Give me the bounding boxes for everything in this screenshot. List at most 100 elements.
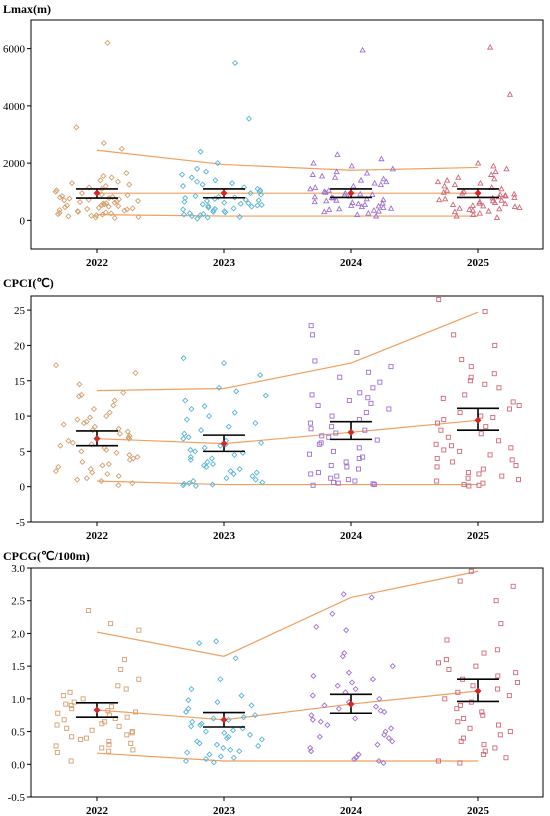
data-point-cpcg-3-37 bbox=[480, 751, 486, 757]
data-point-cpcg-3-15 bbox=[514, 680, 520, 685]
y-tick-label-cpcg-0: -0.5 bbox=[8, 792, 26, 804]
data-point-cpci-2-46 bbox=[370, 481, 376, 487]
data-point-lmax-0-17 bbox=[98, 191, 105, 198]
data-point-cpcg-2-22 bbox=[381, 708, 388, 715]
data-point-cpci-2-1 bbox=[310, 332, 316, 338]
data-point-cpci-0-49 bbox=[115, 482, 122, 489]
data-point-lmax-1-3 bbox=[214, 160, 221, 167]
data-point-cpcg-3-17 bbox=[495, 686, 501, 692]
data-point-cpcg-1-31 bbox=[220, 744, 227, 751]
data-point-lmax-3-34 bbox=[501, 200, 509, 207]
data-point-cpci-3-13 bbox=[510, 399, 516, 405]
data-point-cpci-2-32 bbox=[360, 454, 366, 460]
data-point-cpcg-2-18 bbox=[321, 702, 328, 709]
data-point-lmax-1-28 bbox=[221, 199, 228, 206]
data-point-lmax-2-19 bbox=[325, 186, 333, 193]
data-point-lmax-3-28 bbox=[436, 196, 443, 203]
y-tick-label-lmax-3: 6000 bbox=[3, 44, 26, 56]
data-point-lmax-1-48 bbox=[188, 213, 195, 220]
data-point-lmax-3-0 bbox=[486, 43, 494, 50]
data-point-lmax-1-2 bbox=[197, 148, 204, 155]
data-point-cpcg-2-27 bbox=[324, 721, 331, 729]
data-point-lmax-2-50 bbox=[354, 211, 361, 218]
data-point-lmax-2-45 bbox=[326, 206, 333, 212]
data-point-cpcg-1-23 bbox=[246, 731, 254, 738]
data-point-cpci-2-17 bbox=[329, 413, 335, 419]
data-point-cpci-3-28 bbox=[508, 445, 514, 451]
data-point-cpci-1-37 bbox=[230, 470, 237, 478]
data-point-cpci-1-30 bbox=[204, 458, 211, 466]
data-point-cpci-3-40 bbox=[499, 473, 505, 479]
data-point-cpcg-1-13 bbox=[210, 715, 217, 722]
data-point-lmax-1-19 bbox=[192, 193, 199, 200]
data-point-lmax-1-50 bbox=[204, 214, 211, 221]
data-point-cpci-3-14 bbox=[516, 402, 522, 408]
data-point-cpcg-0-41 bbox=[106, 748, 112, 754]
data-point-cpcg-0-7 bbox=[123, 686, 129, 692]
data-point-lmax-1-35 bbox=[248, 203, 255, 210]
data-point-cpcg-0-20 bbox=[124, 714, 130, 720]
data-point-cpci-0-9 bbox=[106, 409, 113, 416]
data-point-lmax-2-14 bbox=[371, 179, 378, 186]
data-point-lmax-1-30 bbox=[237, 200, 244, 207]
data-point-cpci-0-44 bbox=[115, 473, 122, 480]
data-point-lmax-0-15 bbox=[52, 188, 59, 195]
data-point-cpcg-2-21 bbox=[377, 707, 384, 714]
data-point-lmax-3-36 bbox=[469, 202, 477, 208]
x-tick-label-cpci-2: 2024 bbox=[340, 530, 363, 542]
data-point-cpci-0-35 bbox=[126, 456, 133, 463]
data-point-cpci-1-11 bbox=[183, 416, 190, 423]
mean-marker-cpcg-1 bbox=[220, 716, 228, 724]
data-point-cpci-2-23 bbox=[333, 430, 339, 436]
data-point-cpcg-0-3 bbox=[122, 657, 128, 663]
mean-marker-lmax-1 bbox=[220, 189, 228, 197]
data-point-lmax-1-11 bbox=[199, 181, 206, 188]
data-point-cpcg-2-20 bbox=[335, 705, 342, 712]
y-tick-label-cpcg-3: 1.0 bbox=[11, 694, 25, 706]
data-point-cpci-0-19 bbox=[124, 428, 131, 435]
data-point-cpci-2-48 bbox=[310, 482, 316, 488]
data-point-cpcg-0-2 bbox=[136, 627, 142, 633]
data-point-cpcg-2-40 bbox=[375, 757, 382, 765]
data-point-cpci-3-35 bbox=[513, 463, 519, 468]
data-point-lmax-2-40 bbox=[375, 202, 382, 209]
mean-marker-cpci-3 bbox=[474, 416, 482, 424]
data-point-lmax-3-16 bbox=[443, 186, 451, 193]
data-point-lmax-3-33 bbox=[476, 199, 483, 206]
data-point-lmax-1-31 bbox=[199, 201, 206, 208]
data-point-lmax-0-39 bbox=[95, 204, 102, 211]
data-point-cpci-2-37 bbox=[356, 466, 361, 472]
data-point-cpcg-3-19 bbox=[506, 693, 512, 699]
data-point-cpcg-0-0 bbox=[86, 608, 92, 614]
data-point-cpci-0-37 bbox=[105, 461, 112, 468]
data-point-lmax-3-11 bbox=[477, 179, 484, 186]
mean-marker-lmax-0 bbox=[93, 189, 101, 197]
data-point-cpcg-1-10 bbox=[183, 708, 190, 715]
x-axis-lmax: 2022 2023 2024 2025 bbox=[86, 249, 490, 269]
data-point-cpci-2-43 bbox=[352, 478, 358, 484]
data-point-cpci-3-44 bbox=[480, 480, 486, 486]
trend-line-lmax-lower bbox=[96, 214, 478, 217]
data-point-cpci-0-14 bbox=[80, 420, 88, 427]
data-point-lmax-3-27 bbox=[442, 195, 449, 202]
data-point-cpcg-1-40 bbox=[210, 759, 217, 766]
data-point-cpci-2-40 bbox=[334, 473, 340, 479]
data-point-lmax-0-51 bbox=[99, 211, 106, 218]
data-point-cpci-0-24 bbox=[65, 437, 72, 444]
data-point-cpci-1-43 bbox=[186, 480, 193, 487]
data-point-cpci-2-4 bbox=[388, 364, 394, 370]
data-point-cpci-0-45 bbox=[83, 475, 90, 482]
data-point-cpci-1-27 bbox=[187, 453, 194, 461]
data-point-lmax-3-41 bbox=[496, 205, 503, 212]
data-point-cpci-1-8 bbox=[188, 405, 195, 413]
data-point-lmax-2-33 bbox=[323, 197, 330, 204]
data-point-cpcg-2-23 bbox=[308, 712, 315, 719]
data-point-cpci-0-32 bbox=[126, 451, 133, 458]
data-point-lmax-0-0 bbox=[104, 39, 111, 46]
data-point-lmax-0-25 bbox=[85, 196, 92, 203]
data-point-cpci-3-5 bbox=[468, 364, 474, 370]
mean-marker-lmax-2 bbox=[347, 189, 355, 197]
data-point-lmax-1-49 bbox=[236, 213, 243, 220]
data-point-lmax-0-3 bbox=[118, 145, 125, 152]
